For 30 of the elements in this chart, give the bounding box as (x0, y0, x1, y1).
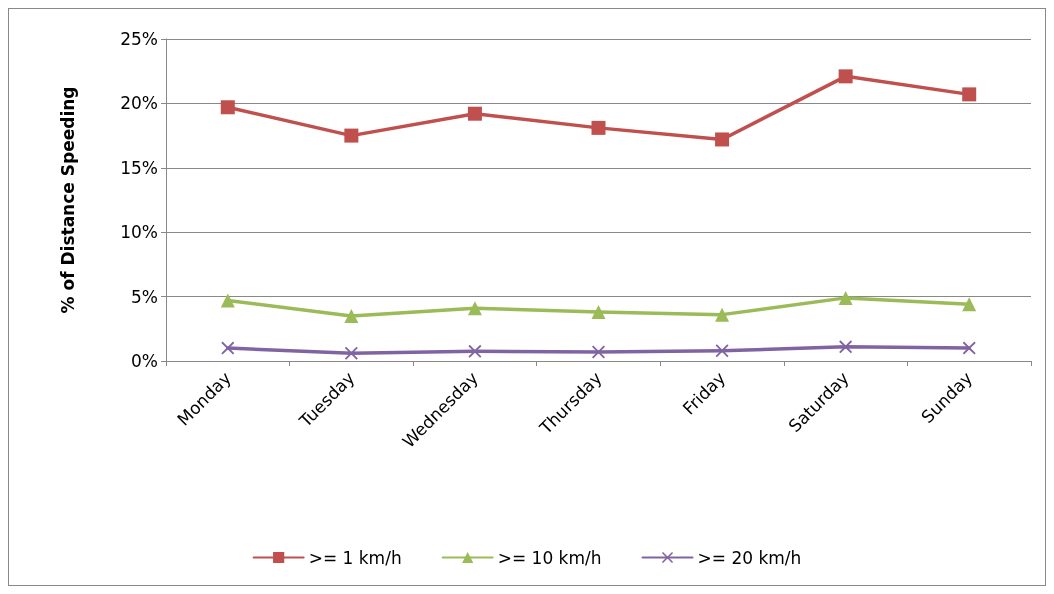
point (221, 341, 235, 355)
y-tick-label: 0% (131, 351, 158, 371)
point (962, 87, 977, 102)
point (344, 346, 358, 360)
y-axis-title: % of Distance Speeding (57, 86, 78, 314)
legend-label: >= 20 km/h (697, 547, 802, 568)
point (344, 308, 359, 323)
point (962, 297, 977, 312)
y-tick-label: 15% (120, 157, 158, 178)
point (839, 340, 853, 354)
point (962, 341, 976, 355)
point (468, 344, 482, 358)
y-tick-label: 25% (120, 29, 158, 49)
point (838, 69, 853, 84)
point (591, 305, 606, 320)
point (467, 106, 482, 121)
y-tick-label: 5% (131, 286, 158, 307)
point (838, 290, 853, 305)
point (220, 293, 235, 308)
legend-label: >= 10 km/h (497, 547, 602, 568)
legend-label: >= 1 km/h (308, 547, 402, 568)
point (715, 344, 729, 358)
point (715, 132, 730, 147)
y-tick-label: 20% (120, 93, 158, 114)
point (591, 120, 606, 135)
point (220, 100, 235, 115)
y-tick-label: 10% (120, 222, 158, 243)
point (344, 128, 359, 143)
point (467, 301, 482, 316)
point (715, 307, 730, 322)
